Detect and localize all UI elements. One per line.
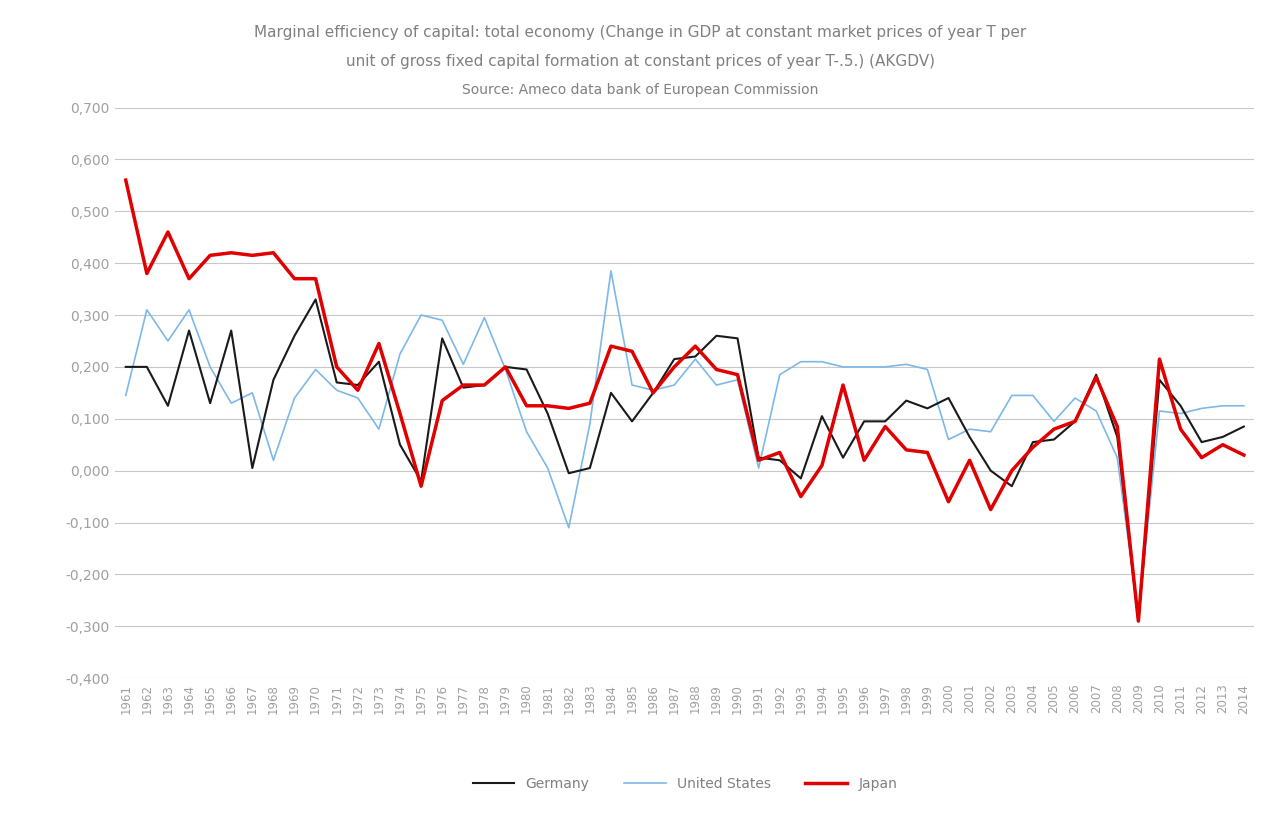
Japan [1236, 450, 1252, 460]
Germany [118, 362, 133, 372]
Line: United States: United States [125, 271, 1244, 616]
Germany [1130, 616, 1146, 626]
United States [1130, 611, 1146, 621]
Germany [308, 294, 324, 304]
Japan [878, 422, 893, 432]
United States [540, 463, 556, 473]
Germany [561, 468, 576, 478]
Text: Source: Ameco data bank of European Commission: Source: Ameco data bank of European Comm… [462, 83, 818, 97]
United States [1236, 401, 1252, 411]
Germany [814, 411, 829, 421]
United States [751, 463, 767, 473]
United States [308, 365, 324, 375]
United States [899, 359, 914, 369]
Line: Japan: Japan [125, 180, 1244, 621]
Japan [1130, 616, 1146, 626]
Legend: Germany, United States, Japan: Germany, United States, Japan [467, 772, 902, 796]
Japan [772, 447, 787, 457]
United States [603, 266, 618, 276]
Japan [540, 401, 556, 411]
Text: unit of gross fixed capital formation at constant prices of year T-.5.) (AKGDV): unit of gross fixed capital formation at… [346, 54, 934, 69]
Text: Marginal efficiency of capital: total economy (Change in GDP at constant market : Marginal efficiency of capital: total ec… [253, 25, 1027, 40]
Japan [730, 370, 745, 380]
Germany [794, 473, 809, 483]
Japan [308, 274, 324, 284]
Japan [794, 491, 809, 501]
Germany [751, 452, 767, 462]
Japan [118, 175, 133, 185]
United States [118, 390, 133, 400]
Line: Germany: Germany [125, 299, 1244, 621]
Germany [1236, 422, 1252, 432]
United States [814, 356, 829, 366]
Germany [899, 395, 914, 405]
United States [794, 356, 809, 366]
Germany [329, 377, 344, 387]
